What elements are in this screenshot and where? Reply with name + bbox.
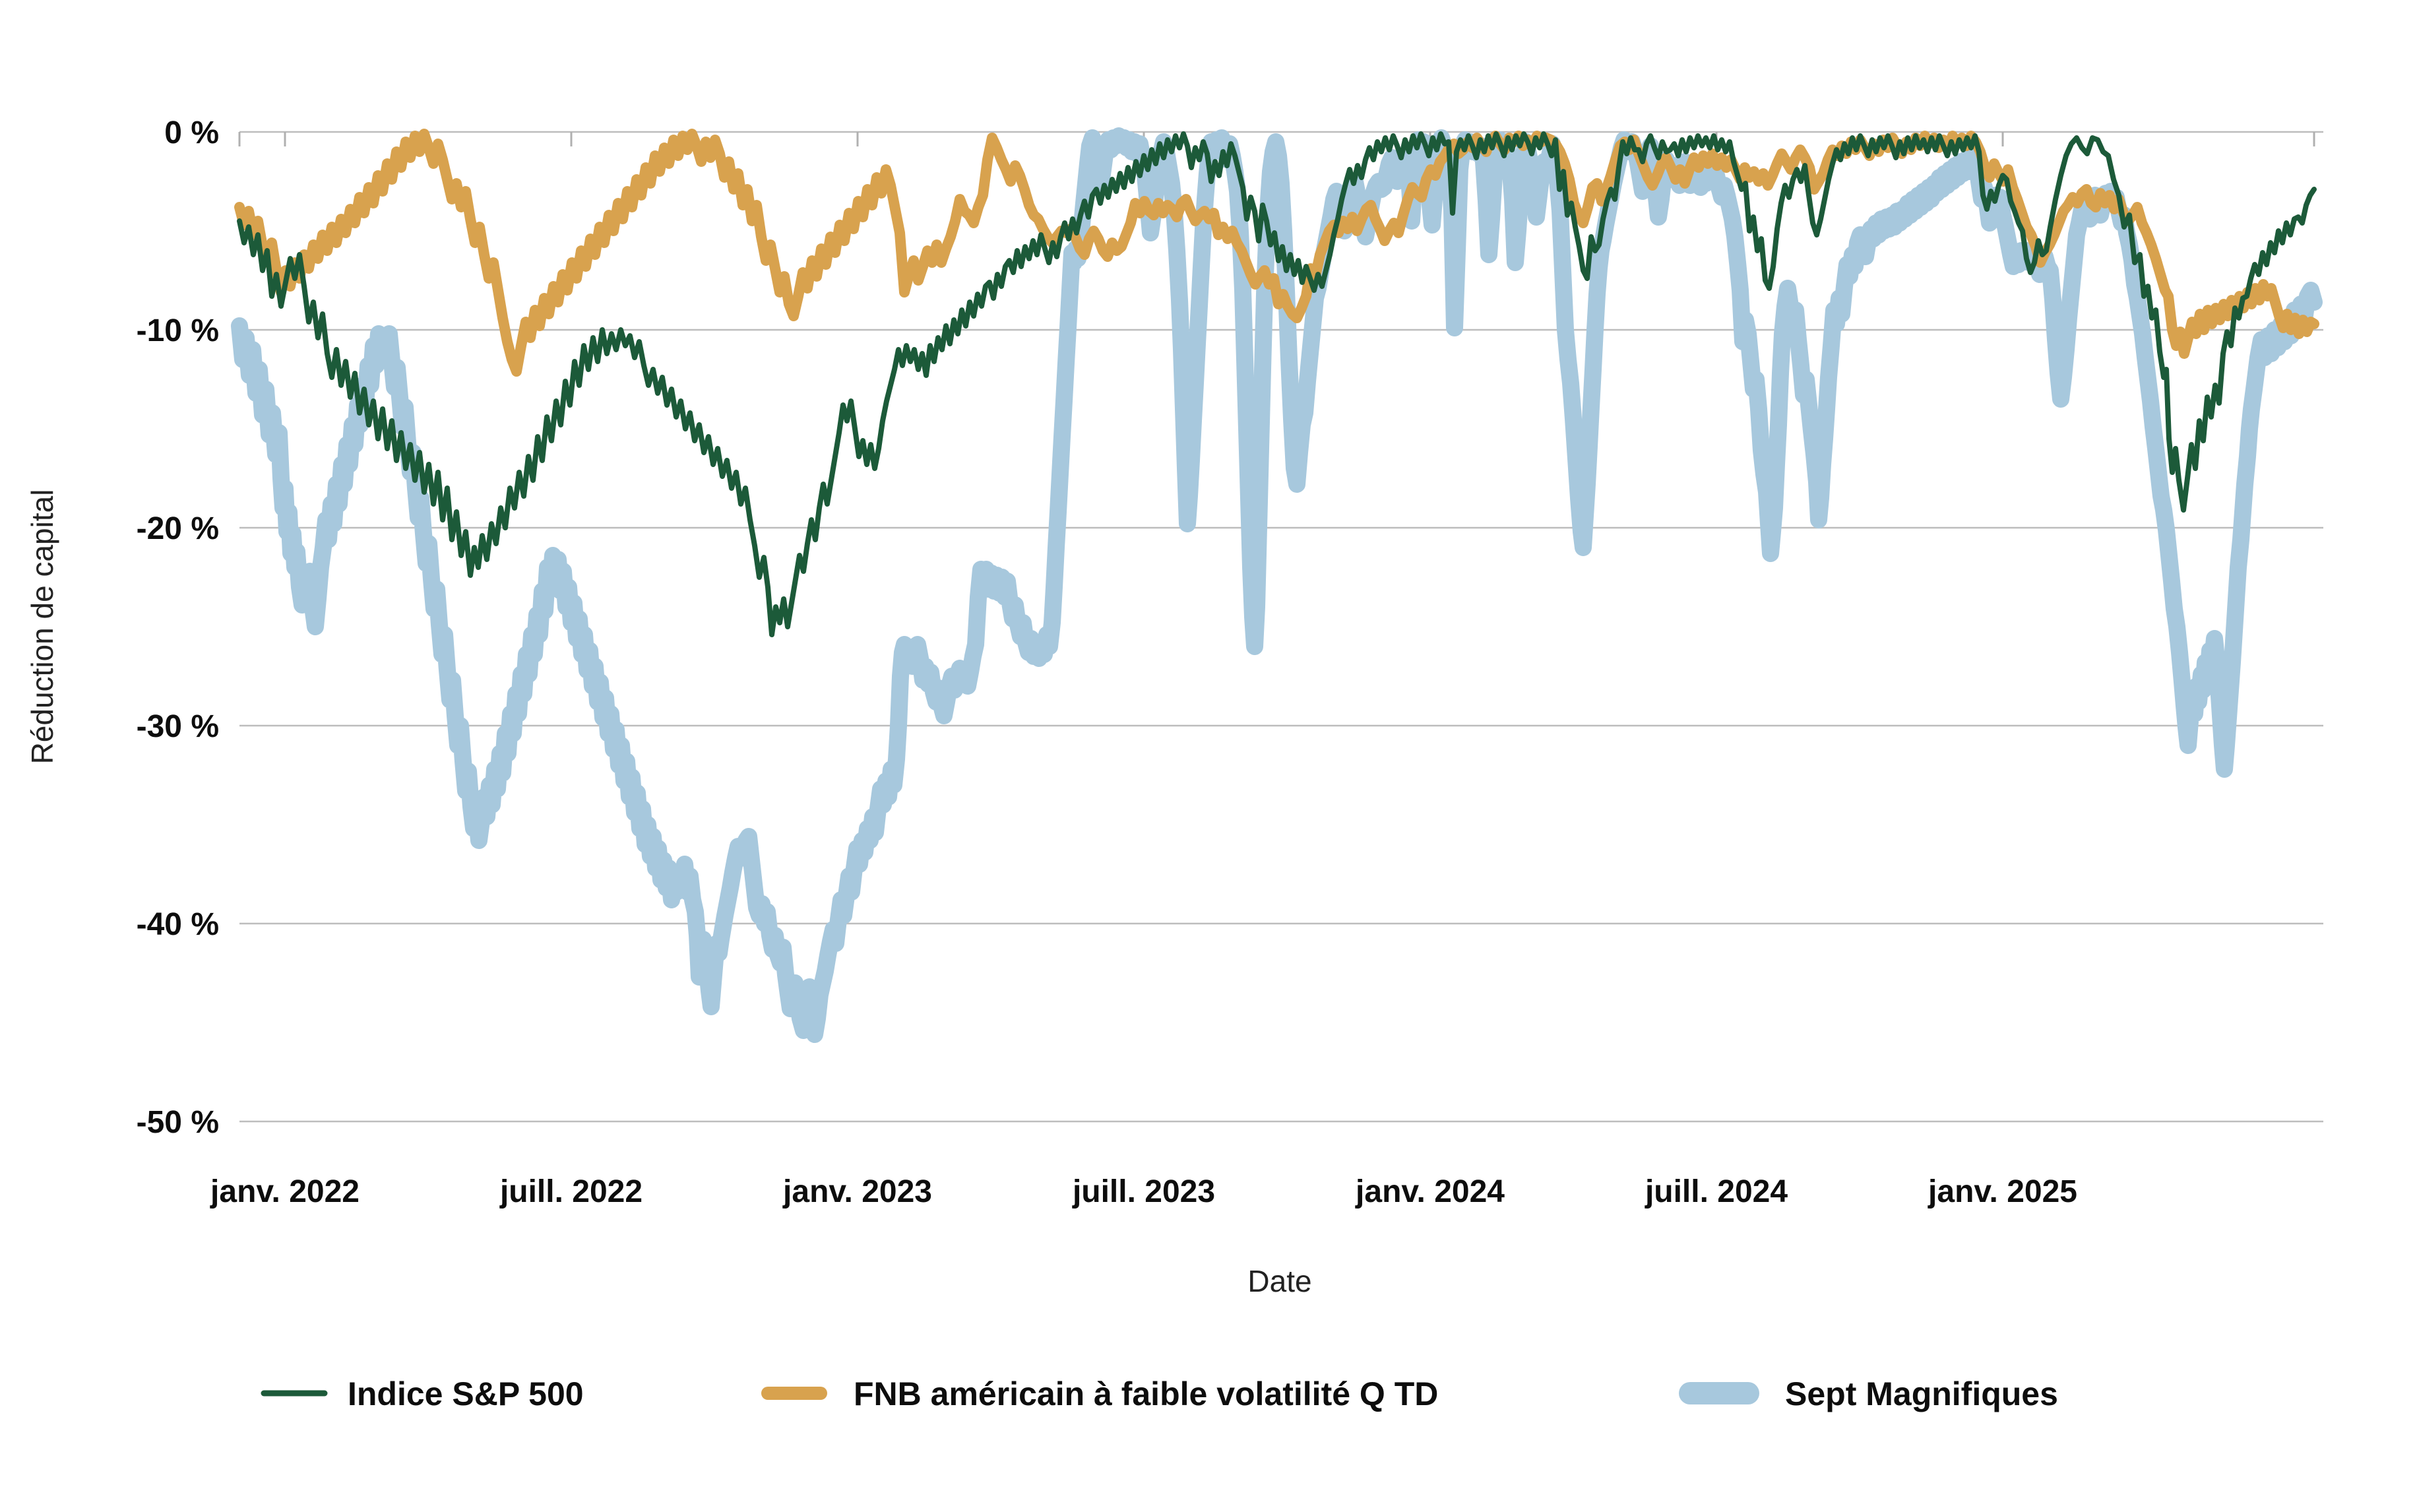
gridlines xyxy=(239,131,2323,1123)
ytick-label-0: 0 % xyxy=(164,115,219,150)
legend-item-sp500[interactable]: Indice S&P 500 xyxy=(261,1375,584,1412)
legend-item-low-vol-etf[interactable]: FNB américain à faible volatilité Q TD xyxy=(761,1375,1438,1412)
xtick-label-6: janv. 2025 xyxy=(1928,1174,2077,1209)
legend-label-sp500: Indice S&P 500 xyxy=(348,1375,584,1412)
series-line-2 xyxy=(231,127,2323,1043)
ytick-label-3: -30 % xyxy=(137,709,219,744)
ytick-label-5: -50 % xyxy=(137,1105,219,1140)
legend: Indice S&P 500 FNB américain à faible vo… xyxy=(261,1375,2058,1412)
legend-label-low-vol-etf: FNB américain à faible volatilité Q TD xyxy=(854,1375,1438,1412)
xtick-label-3: juill. 2023 xyxy=(1072,1174,1215,1209)
legend-label-magnificent-seven: Sept Magnifiques xyxy=(1785,1375,2058,1412)
xtick-label-0: janv. 2022 xyxy=(210,1174,360,1209)
ytick-label-4: -40 % xyxy=(137,907,219,942)
series-line-1 xyxy=(234,129,2319,377)
series-line-0 xyxy=(237,131,2317,637)
x-axis-tick-labels: janv. 2022 juill. 2022 janv. 2023 juill. 20… xyxy=(210,1174,2077,1209)
ytick-label-1: -10 % xyxy=(137,313,219,348)
xtick-label-4: janv. 2024 xyxy=(1355,1174,1505,1209)
legend-item-magnificent-seven[interactable]: Sept Magnifiques xyxy=(1679,1375,2058,1412)
xtick-label-1: juill. 2022 xyxy=(499,1174,643,1209)
x-axis-title: Date xyxy=(1247,1264,1311,1298)
xtick-label-2: janv. 2023 xyxy=(782,1174,932,1209)
ytick-label-2: -20 % xyxy=(137,511,219,546)
y-axis-title: Réduction de capital xyxy=(25,489,59,765)
xtick-label-5: juill. 2024 xyxy=(1645,1174,1788,1209)
series-lines xyxy=(231,127,2323,1043)
y-axis-tick-labels: 0 % -10 % -20 % -30 % -40 % -50 % xyxy=(137,115,219,1140)
